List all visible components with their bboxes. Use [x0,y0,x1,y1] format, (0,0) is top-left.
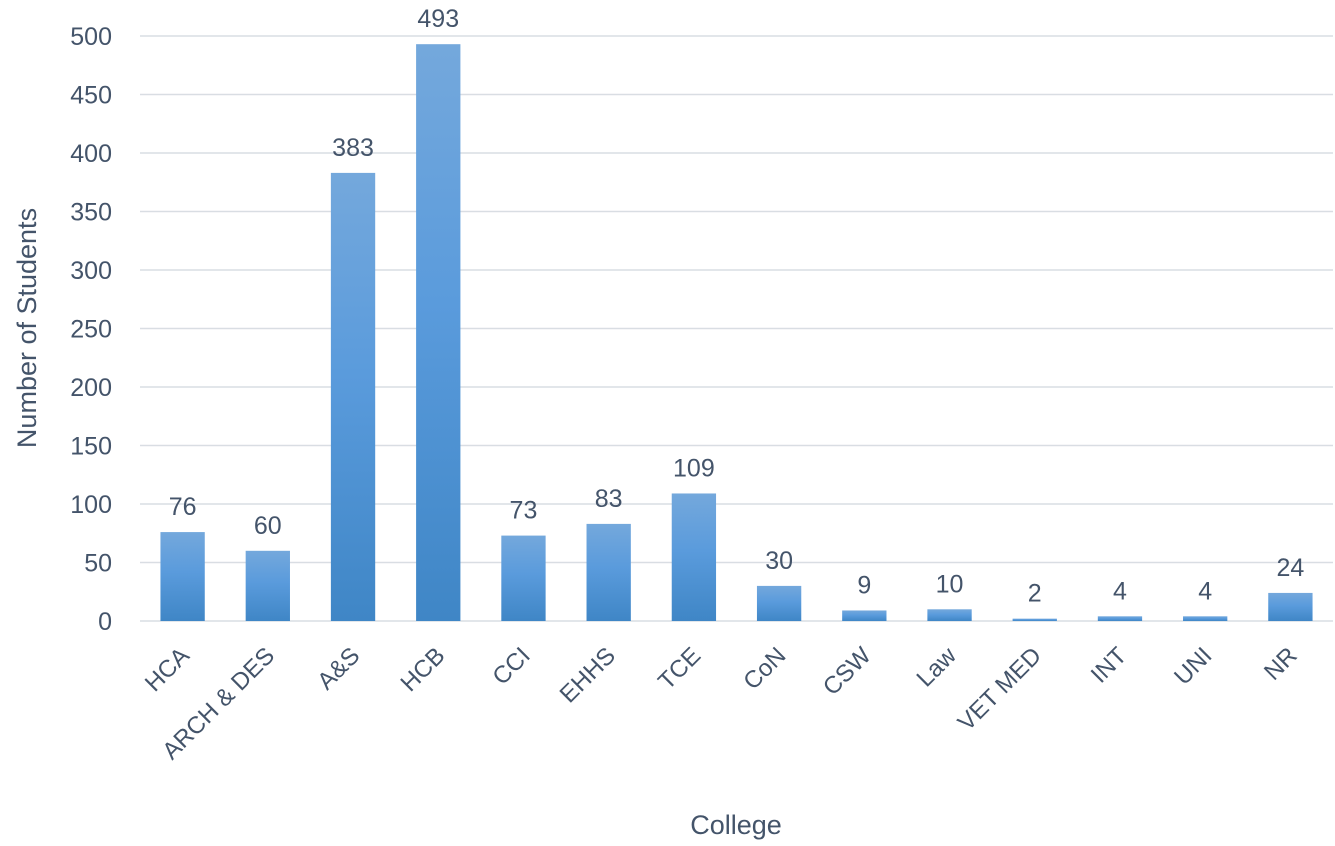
gridlines [140,35,1333,622]
bar-cci [501,535,546,621]
bar-hcb [416,44,461,621]
bar-law [927,609,972,621]
x-category-label: EHHS [555,642,621,708]
y-tick-label: 300 [70,257,112,285]
data-label: 24 [1276,554,1304,582]
data-label: 60 [254,512,282,540]
x-category-label: CCI [487,642,535,690]
x-category-label: NR [1259,642,1303,686]
bar-tce [671,493,717,621]
y-tick-label: 50 [84,550,112,578]
bar-arch-des [245,550,290,621]
x-category-label: HCA [140,642,195,697]
y-tick-label: 0 [98,608,112,636]
y-tick-label: 400 [70,140,112,168]
bar-uni [1183,616,1228,621]
x-category-label: TCE [653,642,706,695]
data-label: 10 [936,570,964,598]
bar-nr [1268,592,1313,621]
x-category-label: CoN [738,642,791,695]
y-axis-ticks: 0 50 100 150 200 250 300 350 400 450 500 [70,23,112,636]
data-label: 4 [1198,577,1212,605]
data-label: 2 [1028,580,1042,608]
x-category-label: A&S [312,642,365,695]
data-label: 30 [765,547,793,575]
data-label: 4 [1113,577,1127,605]
y-tick-label: 250 [70,316,112,344]
bar-csw [842,610,887,621]
y-tick-label: 100 [70,491,112,519]
x-category-label: CSW [818,642,877,701]
data-label: 83 [595,485,623,513]
x-category-label: INT [1086,642,1133,689]
x-axis-title: College [690,810,782,840]
bar-vet-med [1012,618,1057,621]
y-axis-title: Number of Students [12,208,42,448]
bar-con [756,585,802,621]
y-tick-label: 350 [70,199,112,227]
bar-ehhs [586,523,631,621]
bar-a-s [330,172,376,621]
y-tick-label: 500 [70,23,112,51]
x-category-label: UNI [1169,642,1217,690]
y-tick-label: 450 [70,82,112,110]
data-label: 493 [417,5,459,33]
y-tick-label: 200 [70,374,112,402]
data-label: 73 [510,497,538,525]
bars [160,44,1313,621]
x-category-label: Law [912,642,963,693]
bar-hca [160,532,205,621]
data-label: 109 [673,454,715,482]
x-category-label: HCB [396,642,451,697]
y-tick-label: 150 [70,433,112,461]
bar-int [1097,616,1143,621]
data-label: 383 [332,134,374,162]
data-label: 76 [169,493,197,521]
data-label: 9 [857,571,871,599]
x-category-label: VET MED [953,642,1047,736]
